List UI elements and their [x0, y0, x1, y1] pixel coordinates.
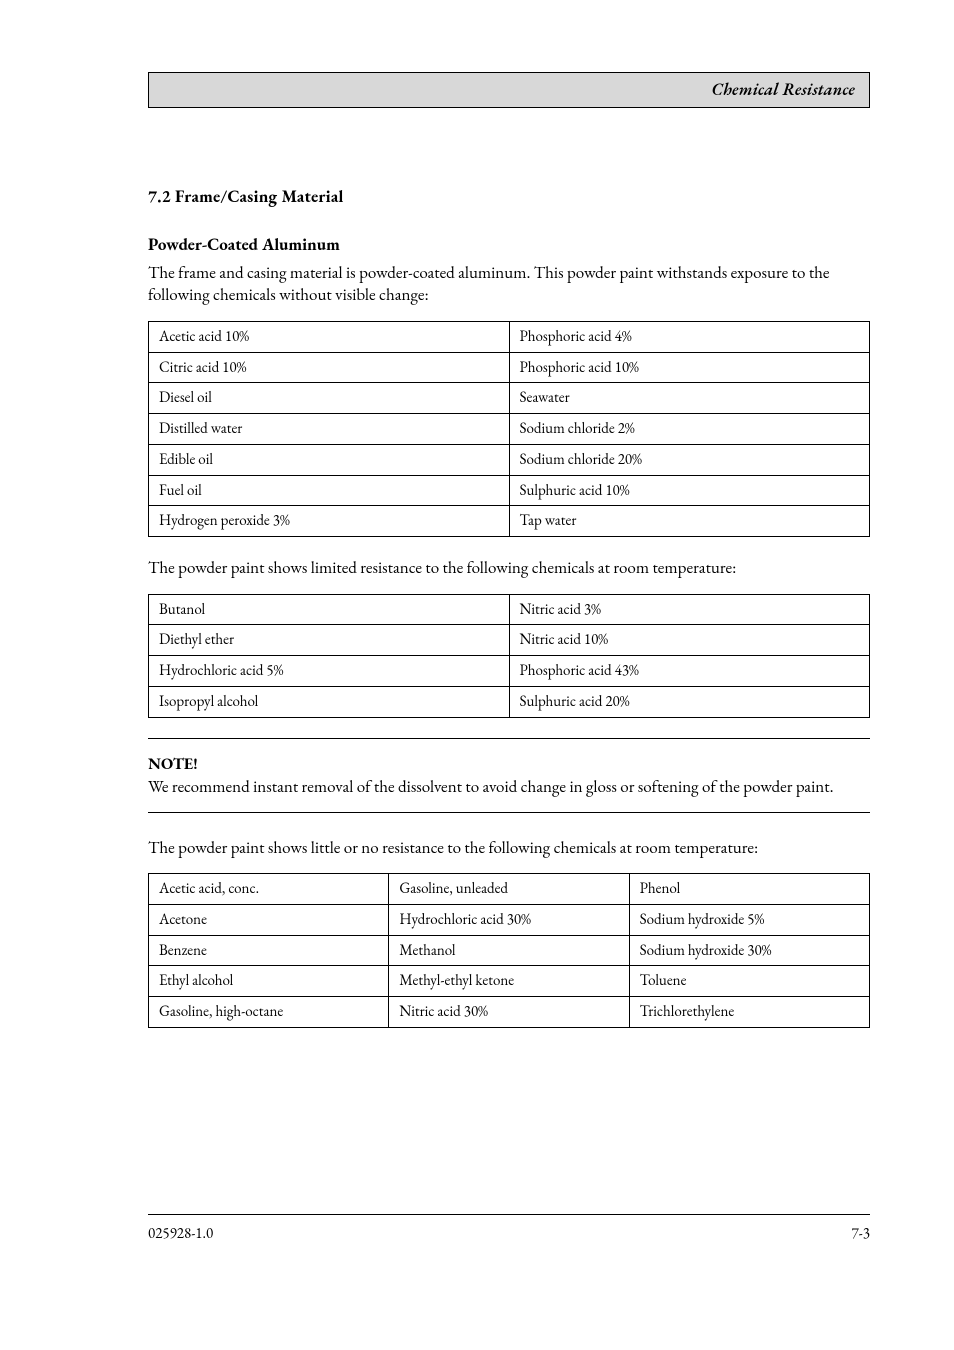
cell: Hydrochloric acid 30% — [389, 904, 629, 935]
cell: Sulphuric acid 10% — [509, 475, 870, 506]
cell: Distilled water — [149, 414, 510, 445]
subheading: Powder-Coated Aluminum — [148, 234, 870, 256]
cell: Gasoline, unleaded — [389, 874, 629, 905]
cell: Acetone — [149, 904, 389, 935]
table-row: Acetic acid 10%Phosphoric acid 4% — [149, 321, 870, 352]
cell: Phenol — [629, 874, 869, 905]
section-title: 7.2 Frame/Casing Material — [148, 186, 870, 208]
cell: Phosphoric acid 4% — [509, 321, 870, 352]
table-row: Gasoline, high-octaneNitric acid 30%Tric… — [149, 997, 870, 1028]
table-row: BenzeneMethanolSodium hydroxide 30% — [149, 935, 870, 966]
header-title: Chemical Resistance — [712, 79, 855, 101]
cell: Toluene — [629, 966, 869, 997]
table-limited: ButanolNitric acid 3% Diethyl etherNitri… — [148, 594, 870, 718]
limited-intro: The powder paint shows limited resistanc… — [148, 557, 870, 579]
cell: Nitric acid 30% — [389, 997, 629, 1028]
cell: Acetic acid, conc. — [149, 874, 389, 905]
cell: Sulphuric acid 20% — [509, 686, 870, 717]
table-row: Acetic acid, conc.Gasoline, unleadedPhen… — [149, 874, 870, 905]
table-row: AcetoneHydrochloric acid 30%Sodium hydro… — [149, 904, 870, 935]
table-row: Citric acid 10%Phosphoric acid 10% — [149, 352, 870, 383]
cell: Phosphoric acid 10% — [509, 352, 870, 383]
cell: Acetic acid 10% — [149, 321, 510, 352]
note-text: We recommend instant removal of the diss… — [148, 776, 870, 798]
cell: Sodium hydroxide 5% — [629, 904, 869, 935]
cell: Sodium chloride 2% — [509, 414, 870, 445]
cell: Ethyl alcohol — [149, 966, 389, 997]
cell: Nitric acid 10% — [509, 625, 870, 656]
footer-rule — [148, 1214, 870, 1215]
table-row: Hydrochloric acid 5%Phosphoric acid 43% — [149, 656, 870, 687]
footer-left: 025928-1.0 — [148, 1224, 213, 1243]
cell: Sodium hydroxide 30% — [629, 935, 869, 966]
table-row: Diethyl etherNitric acid 10% — [149, 625, 870, 656]
cell: Hydrogen peroxide 3% — [149, 506, 510, 537]
footer-right: 7-3 — [851, 1224, 870, 1243]
cell: Nitric acid 3% — [509, 594, 870, 625]
cell: Edible oil — [149, 444, 510, 475]
cell: Sodium chloride 20% — [509, 444, 870, 475]
table-none: Acetic acid, conc.Gasoline, unleadedPhen… — [148, 873, 870, 1028]
cell: Isopropyl alcohol — [149, 686, 510, 717]
cell: Trichlorethylene — [629, 997, 869, 1028]
table-row: Diesel oilSeawater — [149, 383, 870, 414]
cell: Tap water — [509, 506, 870, 537]
cell: Phosphoric acid 43% — [509, 656, 870, 687]
table-row: Ethyl alcoholMethyl-ethyl ketoneToluene — [149, 966, 870, 997]
cell: Citric acid 10% — [149, 352, 510, 383]
table-row: Distilled waterSodium chloride 2% — [149, 414, 870, 445]
table-row: Isopropyl alcoholSulphuric acid 20% — [149, 686, 870, 717]
cell: Hydrochloric acid 5% — [149, 656, 510, 687]
cell: Gasoline, high-octane — [149, 997, 389, 1028]
cell: Seawater — [509, 383, 870, 414]
page-content: Chemical Resistance 7.2 Frame/Casing Mat… — [148, 72, 870, 1048]
cell: Methyl-ethyl ketone — [389, 966, 629, 997]
table-row: ButanolNitric acid 3% — [149, 594, 870, 625]
header-bar: Chemical Resistance — [148, 72, 870, 108]
table-row: Fuel oilSulphuric acid 10% — [149, 475, 870, 506]
cell: Methanol — [389, 935, 629, 966]
intro-text: The frame and casing material is powder-… — [148, 262, 870, 307]
none-intro: The powder paint shows little or no resi… — [148, 837, 870, 859]
cell: Fuel oil — [149, 475, 510, 506]
cell: Butanol — [149, 594, 510, 625]
table-resistant: Acetic acid 10%Phosphoric acid 4% Citric… — [148, 321, 870, 537]
note-label: NOTE! — [148, 753, 870, 774]
note-box: NOTE! We recommend instant removal of th… — [148, 738, 870, 813]
table-row: Edible oilSodium chloride 20% — [149, 444, 870, 475]
cell: Benzene — [149, 935, 389, 966]
cell: Diethyl ether — [149, 625, 510, 656]
cell: Diesel oil — [149, 383, 510, 414]
table-row: Hydrogen peroxide 3%Tap water — [149, 506, 870, 537]
